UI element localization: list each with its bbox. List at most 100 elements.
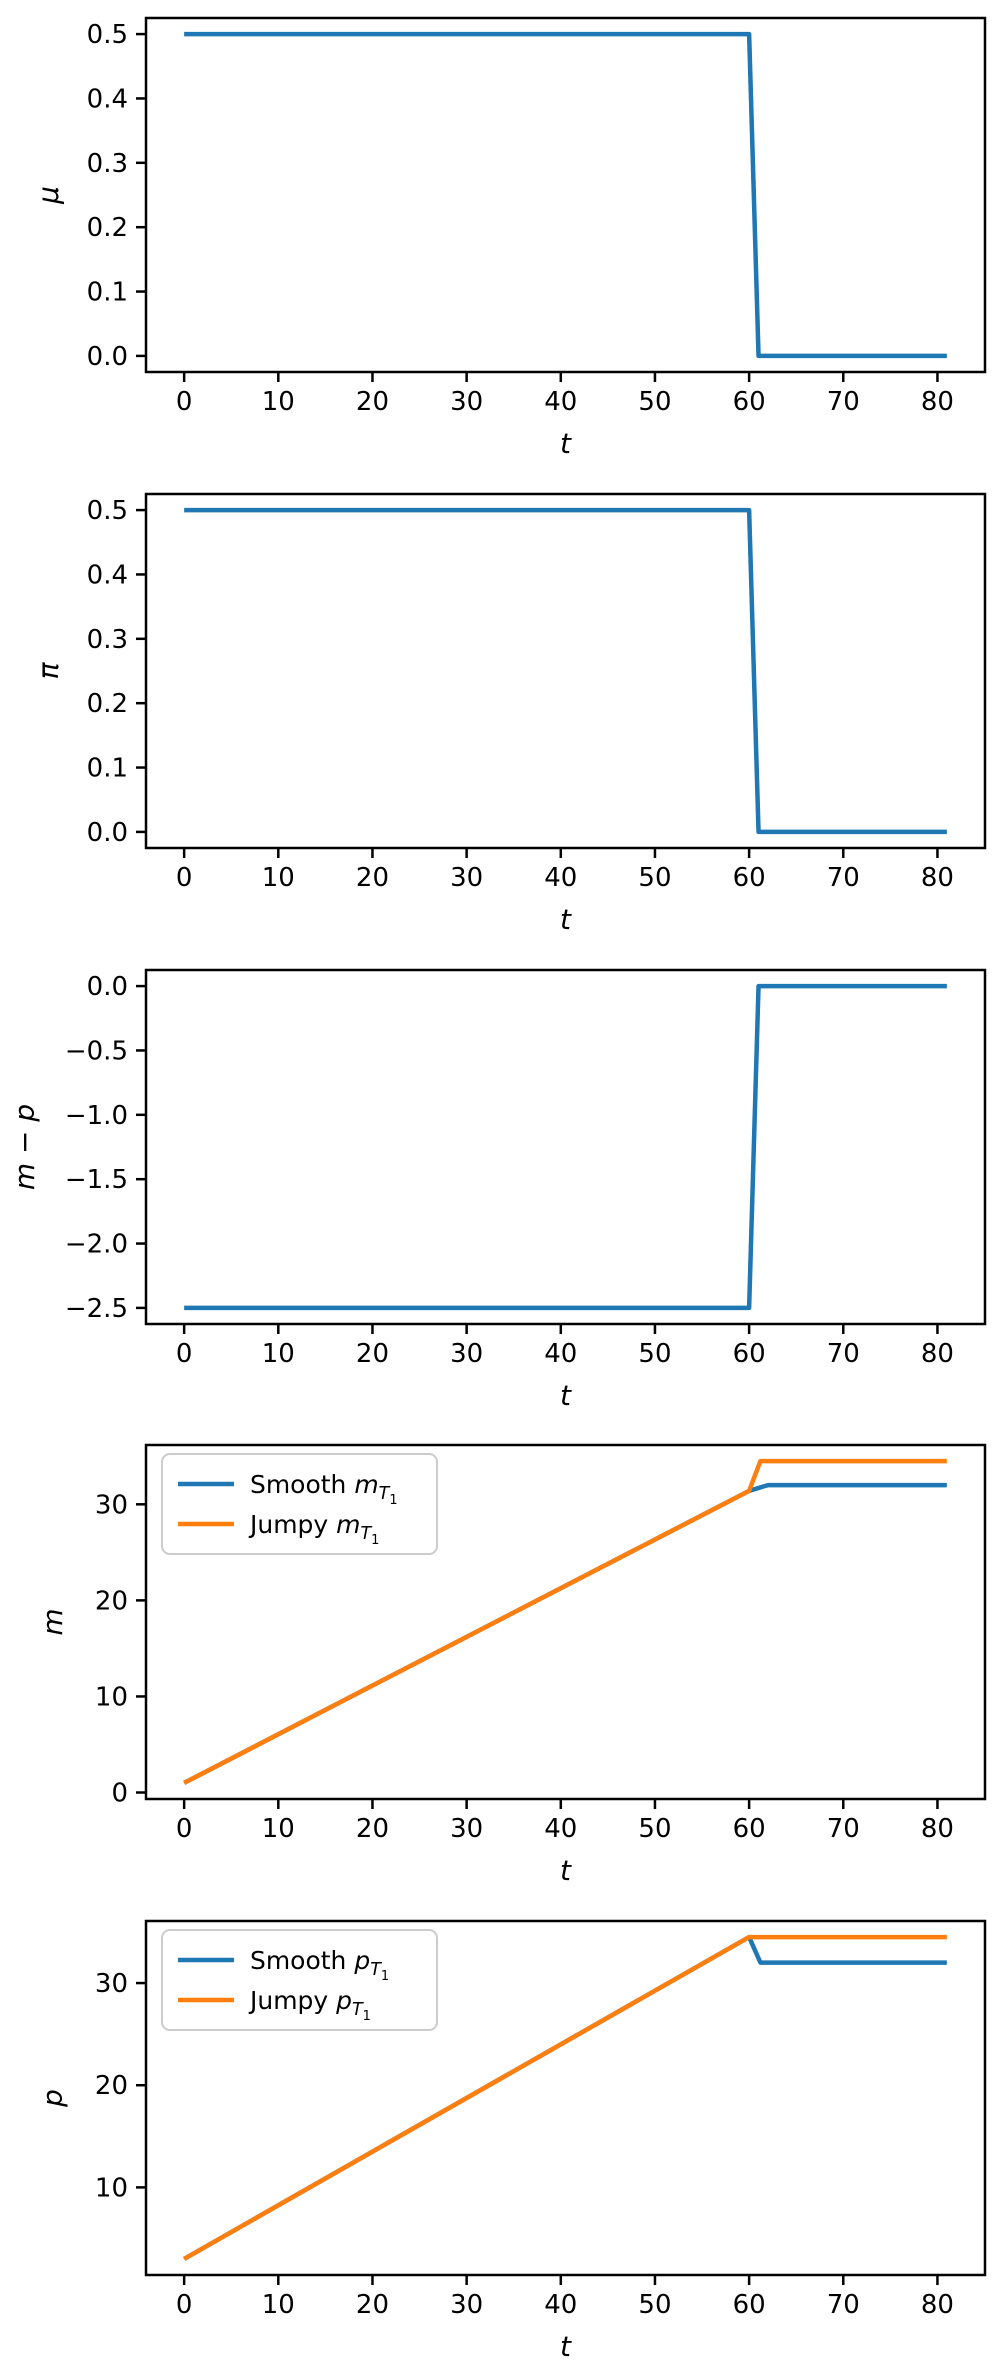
- y-axis-label: π: [32, 661, 65, 679]
- x-tick-label: 60: [733, 1339, 766, 1369]
- mu-chart-svg: 0 10 20 30 40 50 60 70 80 0.0 0.1 0.2 0.3 0.4 0.5 t μ: [32, 16, 987, 460]
- x-tick-label: 70: [827, 1339, 860, 1369]
- legend-label-smooth-m: Smooth mT1: [250, 1470, 398, 1508]
- x-tick-label: 50: [638, 1814, 671, 1844]
- x-tick-label: 20: [356, 863, 389, 893]
- figure-p: 0 10 20 30 40 50 60 70 80 10 20 30 t p Smooth pT1 Jumpy…: [0, 1903, 1003, 2379]
- y-tick-label: 0.1: [87, 278, 128, 308]
- legend-label-jumpy-p: Jumpy pT1: [248, 1986, 371, 2024]
- p-chart-svg: 0 10 20 30 40 50 60 70 80 10 20 30 t p Smooth pT1Jumpy…: [36, 1919, 987, 2363]
- plot-frame: [144, 16, 987, 374]
- y-axis-label: p: [36, 2089, 69, 2108]
- y-tick-label: −1.5: [65, 1165, 128, 1195]
- series-line-mu: [184, 31, 947, 359]
- figure-m: 0 10 20 30 40 50 60 70 80 0 10 20 30 t m Smooth mT1 Jump…: [0, 1427, 1003, 1903]
- figure-mu: 0 10 20 30 40 50 60 70 80 0.0 0.1 0.2 0.3 0.4 0.5 t μ: [0, 0, 1003, 476]
- y-tick-label: 0.5: [87, 496, 128, 526]
- series-line-jumpy-p: [183, 1935, 947, 2262]
- x-tick-label: 10: [262, 2290, 295, 2320]
- x-tick-label: 70: [827, 387, 860, 417]
- x-tick-label: 80: [921, 1339, 954, 1369]
- x-tick-label: 40: [544, 387, 577, 417]
- y-tick-label: 0.0: [87, 972, 128, 1002]
- series-line-pi: [184, 507, 947, 834]
- plot-frame: [144, 1444, 987, 1801]
- y-tick-label: −1.0: [65, 1100, 128, 1130]
- pi-chart-svg: 0 10 20 30 40 50 60 70 80 0.0 0.1 0.2 0.3 0.4 0.5 t π: [32, 492, 987, 936]
- x-tick-label: 50: [638, 2290, 671, 2320]
- m-minus-p-chart-svg: 0 10 20 30 40 50 60 70 80 0.0 −0.5 −1.0 −1.5 −2.0 −2.5…: [8, 968, 987, 1412]
- x-tick-label: 60: [733, 863, 766, 893]
- x-tick-label: 80: [921, 2290, 954, 2320]
- plot-frame: [144, 968, 987, 1325]
- figure-pi: 0 10 20 30 40 50 60 70 80 0.0 0.1 0.2 0.3 0.4 0.5 t π: [0, 476, 1003, 952]
- x-tick-label: 10: [262, 1339, 295, 1369]
- y-tick-label: 0.3: [87, 149, 128, 179]
- y-tick-label: 0.2: [87, 689, 128, 719]
- y-axis-label: m: [36, 1609, 69, 1636]
- x-axis-label: t: [560, 1379, 572, 1412]
- x-tick-label: 80: [921, 387, 954, 417]
- x-tick-label: 0: [176, 2290, 193, 2320]
- x-tick-label: 30: [450, 2290, 483, 2320]
- y-tick-label: 0.4: [87, 560, 128, 590]
- x-axis-label: t: [560, 903, 572, 936]
- x-tick-label: 0: [176, 1339, 193, 1369]
- legend-frame: [161, 1929, 439, 2032]
- y-tick-label: 10: [95, 1683, 128, 1713]
- figure-m-minus-p: 0 10 20 30 40 50 60 70 80 0.0 −0.5 −1.0 −1.5 −2.0 −2.5…: [0, 952, 1003, 1428]
- series-line-m-minus-p: [184, 983, 947, 1310]
- x-tick-label: 40: [544, 1814, 577, 1844]
- y-tick-label: 0.4: [87, 84, 128, 114]
- legend-frame: [161, 1453, 439, 1556]
- x-axis-label: t: [560, 1854, 572, 1887]
- y-tick-label: −2.0: [65, 1229, 128, 1259]
- y-tick-label: −2.5: [65, 1294, 128, 1324]
- y-axis-label: μ: [32, 186, 65, 205]
- x-tick-label: 60: [733, 1814, 766, 1844]
- y-tick-label: 0.0: [87, 342, 128, 372]
- x-tick-label: 30: [450, 387, 483, 417]
- x-tick-label: 0: [176, 1814, 193, 1844]
- y-tick-label: 0.5: [87, 20, 128, 50]
- y-tick-label: 10: [95, 2174, 128, 2204]
- x-tick-label: 30: [450, 1339, 483, 1369]
- x-tick-label: 40: [544, 863, 577, 893]
- x-tick-label: 20: [356, 2290, 389, 2320]
- x-tick-label: 50: [638, 1339, 671, 1369]
- x-tick-label: 80: [921, 1814, 954, 1844]
- x-tick-label: 20: [356, 1814, 389, 1844]
- x-tick-label: 20: [356, 387, 389, 417]
- y-tick-label: 0.2: [87, 213, 128, 243]
- y-tick-label: 30: [95, 1969, 128, 1999]
- x-tick-label: 30: [450, 1814, 483, 1844]
- plot-frame: [144, 1919, 987, 2277]
- y-tick-label: −0.5: [65, 1036, 128, 1066]
- x-tick-label: 10: [262, 863, 295, 893]
- x-tick-label: 0: [176, 387, 193, 417]
- x-tick-label: 60: [733, 2290, 766, 2320]
- x-axis-label: t: [560, 427, 572, 460]
- y-axis-label: m − p: [8, 1103, 41, 1189]
- legend-label-jumpy-m: Jumpy mT1: [248, 1510, 379, 1548]
- x-tick-label: 10: [262, 1814, 295, 1844]
- x-tick-label: 70: [827, 2290, 860, 2320]
- legend-label-smooth-p: Smooth pT1: [250, 1946, 389, 1984]
- x-tick-label: 60: [733, 387, 766, 417]
- y-tick-label: 0.3: [87, 625, 128, 655]
- y-tick-label: 20: [95, 1587, 128, 1617]
- x-tick-label: 10: [262, 387, 295, 417]
- y-tick-label: 20: [95, 2071, 128, 2101]
- x-tick-label: 30: [450, 863, 483, 893]
- x-tick-label: 70: [827, 1814, 860, 1844]
- x-tick-label: 40: [544, 2290, 577, 2320]
- x-tick-label: 80: [921, 863, 954, 893]
- y-tick-label: 0.0: [87, 818, 128, 848]
- series-line-jumpy-m: [183, 1459, 947, 1786]
- y-tick-label: 0: [111, 1779, 128, 1809]
- x-tick-label: 50: [638, 387, 671, 417]
- y-tick-label: 30: [95, 1491, 128, 1521]
